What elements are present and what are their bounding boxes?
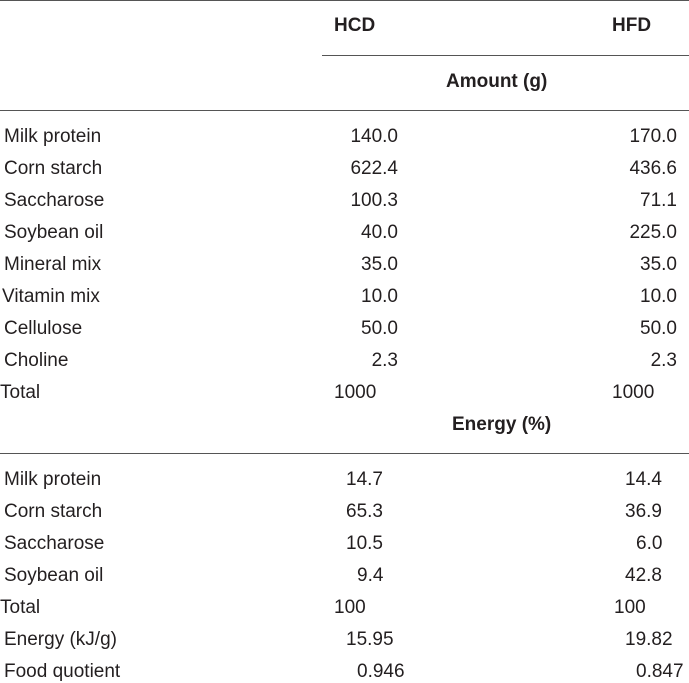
row-label: Cellulose [4,318,83,339]
row-hfd-value: 19.82 [625,629,673,650]
header-rule [322,55,689,56]
row-hcd-value: 622.4 [350,158,398,179]
row-hfd-value: 50.0 [640,318,677,339]
row-hcd-value: 100.3 [350,190,398,211]
row-hcd-value: 15.95 [346,629,394,650]
section-rule-amount [0,110,689,111]
row-label: Milk protein [4,469,102,490]
top-rule [0,0,689,1]
row-hcd-value: 0.946 [357,661,405,682]
row-label: Vitamin mix [2,286,100,307]
row-hcd-value: 140.0 [350,126,398,147]
row-hcd-value: 14.7 [346,469,383,490]
row-hfd-value: 36.9 [625,501,662,522]
row-label-total: Total [0,382,41,403]
row-hfd-value: 0.847 [636,661,684,682]
row-hfd-value: 71.1 [640,190,677,211]
row-hcd-total: 1000 [334,382,377,403]
header-hfd: HFD [612,15,652,36]
row-hcd-value: 35.0 [361,254,398,275]
section-rule-energy [0,453,689,454]
row-label: Food quotient [4,661,121,682]
section-title-energy: Energy (%) [452,414,552,435]
row-label: Soybean oil [4,565,104,586]
row-hcd-value: 9.4 [357,565,384,586]
row-label: Corn starch [4,158,103,179]
row-hfd-value: 2.3 [650,350,677,371]
section-title-amount: Amount (g) [446,71,548,92]
row-hcd-value: 40.0 [361,222,398,243]
row-hfd-value: 14.4 [625,469,662,490]
row-hcd-value: 10.0 [361,286,398,307]
row-hfd-value: 436.6 [629,158,677,179]
row-hfd-value: 170.0 [629,126,677,147]
row-label: Mineral mix [4,254,102,275]
row-hcd-value: 50.0 [361,318,398,339]
row-label: Energy (kJ/g) [4,629,117,650]
row-hfd-value: 225.0 [629,222,677,243]
row-hcd-value: 10.5 [346,533,383,554]
row-hfd-value: 6.0 [636,533,663,554]
row-label: Corn starch [4,501,103,522]
row-hfd-total: 1000 [612,382,655,403]
header-hcd: HCD [334,15,376,36]
row-label: Soybean oil [4,222,104,243]
row-label: Saccharose [4,533,105,554]
row-label: Saccharose [4,190,105,211]
row-hcd-value: 65.3 [346,501,383,522]
row-hfd-value: 10.0 [640,286,677,307]
row-label: Choline [4,350,69,371]
row-hfd-total: 100 [614,597,646,618]
row-label-total: Total [0,597,41,618]
row-hfd-value: 35.0 [640,254,677,275]
row-label: Milk protein [4,126,102,147]
row-hcd-total: 100 [334,597,366,618]
row-hfd-value: 42.8 [625,565,662,586]
row-hcd-value: 2.3 [371,350,398,371]
